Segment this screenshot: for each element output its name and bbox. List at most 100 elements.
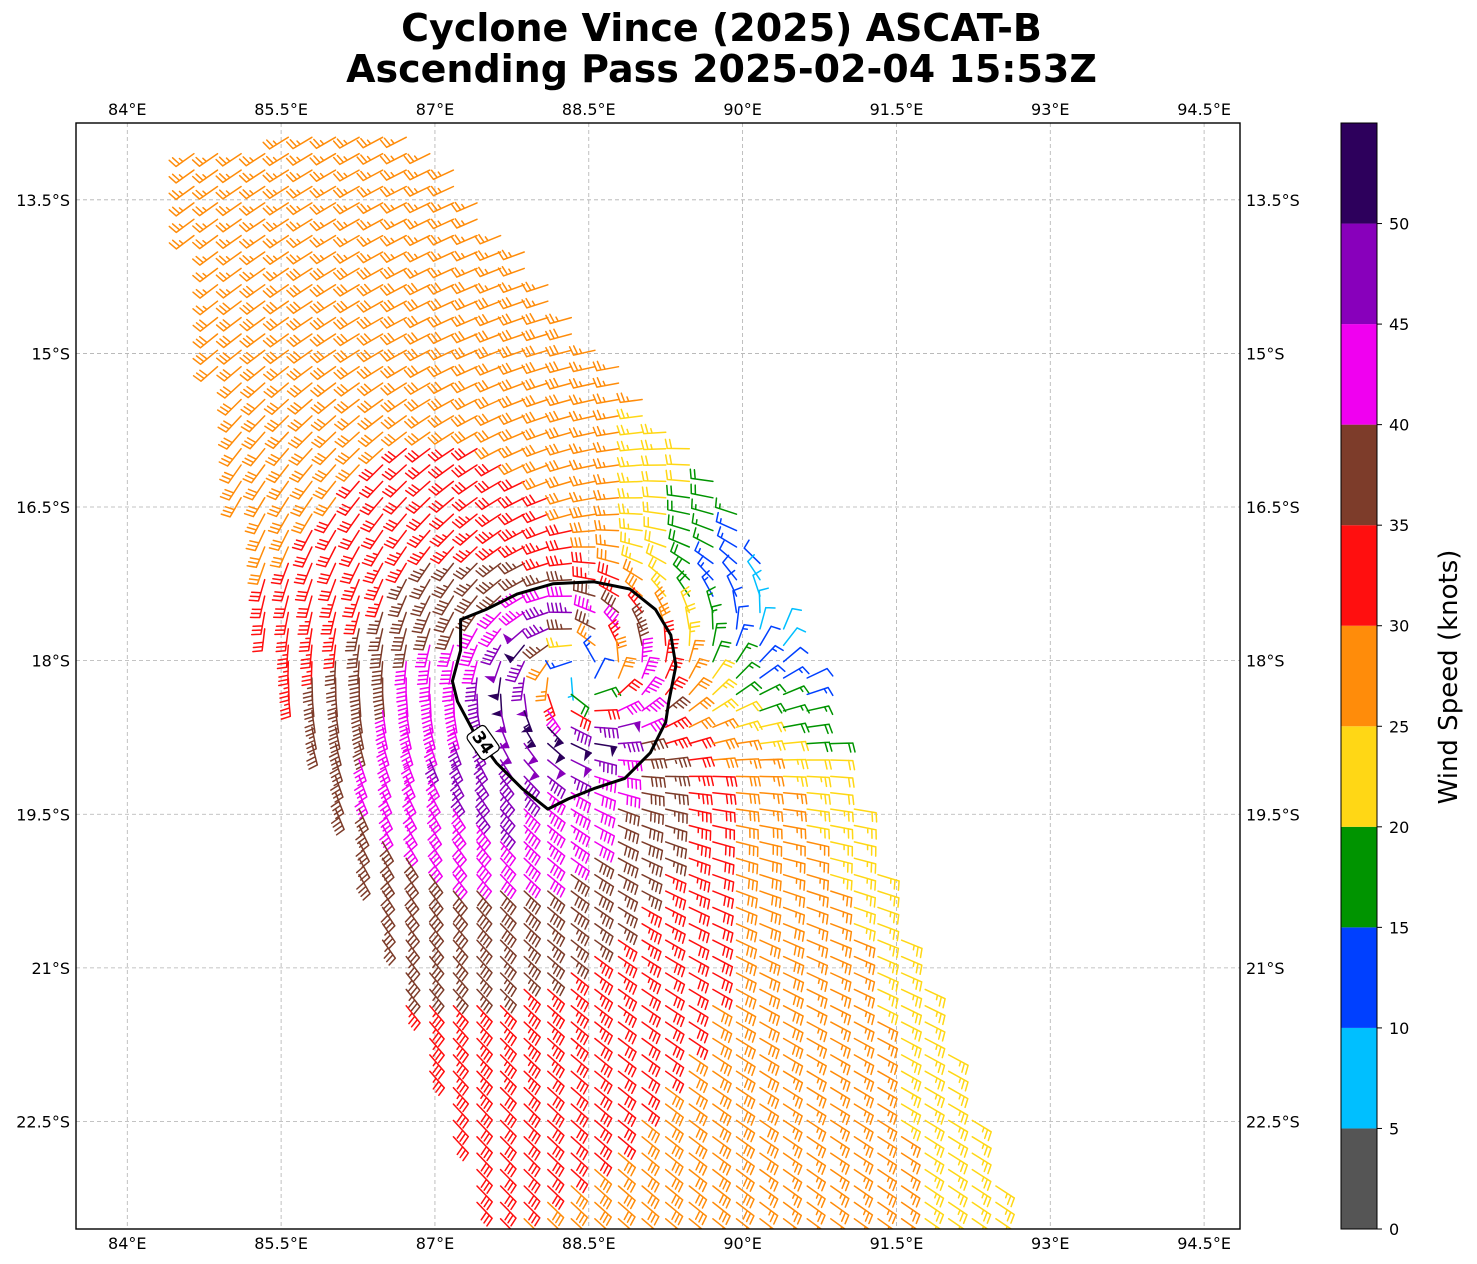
wind-barb [521,574,549,587]
wind-barb [476,955,493,982]
wind-barb [450,331,478,344]
wind-barb [350,693,362,720]
wind-barb [426,791,441,819]
wind-barb [340,578,360,601]
wind-barb [377,775,392,803]
wind-barb [568,345,596,356]
wind-barb [390,628,407,651]
wind-barb [666,484,691,499]
wind-barb [319,595,337,618]
wind-barb [712,808,736,823]
wind-barb [546,586,573,598]
wind-barb [310,398,337,415]
wind-barb [853,955,876,976]
wind-barb [641,906,663,928]
wind-barb [617,939,638,962]
wind-barb [272,595,290,619]
wind-barb [712,1021,733,1044]
wind-barb [782,890,806,909]
wind-barb [356,218,384,231]
wind-barb [168,185,195,201]
wind-barb [647,556,667,581]
wind-barb [301,660,313,687]
wind-barb [381,464,407,481]
lat-tick-label-left: 15°S [31,344,70,363]
wind-barb [292,546,313,568]
wind-barb [474,346,502,360]
wind-barb [900,988,923,1009]
wind-barb [476,988,493,1014]
wind-barb [476,1021,493,1047]
wind-barb [641,1185,660,1210]
lon-tick-label-top: 91.5°E [870,100,924,119]
wind-barb [497,429,525,442]
wind-barb [545,508,573,521]
wind-barb [712,775,738,787]
wind-barb [403,332,431,345]
wind-barb [497,561,525,575]
wind-barb [924,1136,945,1158]
wind-barb [641,470,667,483]
wind-barb [617,1119,637,1144]
wind-barb [594,791,617,811]
wind-barb [278,660,290,687]
wind-barb [735,1070,756,1093]
wind-barb [404,890,420,917]
wind-barb [782,873,806,891]
wind-barb [594,873,615,897]
wind-barb [239,300,266,315]
wind-barb [285,169,313,183]
wind-barb [427,841,443,868]
wind-barb [427,447,455,462]
wind-barb [806,775,832,788]
wind-barb [595,533,620,548]
wind-barb [427,464,455,479]
wind-barb [806,705,834,716]
wind-barb [379,841,395,868]
wind-barb [853,1136,874,1159]
wind-barb [366,611,384,635]
wind-barb [667,514,691,532]
wind-barb [665,469,691,483]
wind-barb [409,578,431,600]
map-tick-labels: 84°E 84°E 85.5°E 85.5°E 87°E 87°E 88.5°E 88.5°E… [16,100,1300,1253]
wind-barb [853,939,876,959]
wind-barb [427,251,455,262]
wind-barb [309,152,337,166]
wind-barb [476,1086,493,1113]
wind-barb [546,602,573,614]
wind-barb [521,558,549,571]
wind-barb [594,1201,612,1226]
wind-barb [168,234,195,250]
wind-barb [311,431,337,449]
wind-barb [288,447,313,466]
wind-barb [497,265,525,277]
wind-barb [287,398,313,415]
wind-barb [474,775,490,803]
wind-barb [663,619,675,647]
wind-barb [570,1103,589,1128]
wind-barb [387,595,407,618]
wind-barb [452,1136,470,1162]
wind-barb [523,791,541,817]
wind-barb [497,282,525,294]
wind-barb [545,427,573,440]
wind-barb [429,1021,445,1048]
wind-barb [617,791,641,809]
wind-barb [450,380,478,394]
wind-barb [343,611,360,635]
wind-barb [806,791,831,805]
wind-barb [215,202,242,217]
wind-barb [688,841,712,859]
wind-barb [333,234,360,248]
wind-barb [547,824,566,849]
wind-barb [332,136,360,149]
wind-barb [617,700,645,715]
wind-barb [523,1201,541,1227]
wind-barb [476,1070,493,1096]
wind-barb [806,1054,827,1076]
colorbar-segment [1341,927,1377,1028]
wind-barb [900,1201,921,1225]
wind-barb [616,440,643,452]
